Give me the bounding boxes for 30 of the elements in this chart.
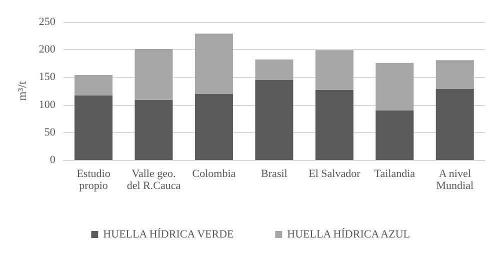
bar [376,62,414,110]
x-tick-label: Brasil [261,168,288,180]
bar [194,34,233,94]
bar [315,90,354,160]
legend-label: HUELLA HÍDRICA AZUL [287,228,410,240]
y-axis-title: m³/t [15,80,29,101]
bar [255,60,294,80]
bar [74,95,113,160]
x-tick-label: El Salvador [308,168,361,180]
y-tick-label: 200 [38,44,56,56]
y-tick-label: 100 [38,98,56,111]
x-tick-label: Tailandia [374,168,416,180]
x-tick-label: Valle geo. del R.Cauca [126,168,181,192]
bar [255,80,294,160]
x-tick-label: A nivel Mundial [436,168,474,192]
bar [436,88,474,160]
bar [376,110,414,160]
bar [315,50,354,90]
bar [436,60,474,89]
y-tick-label: 150 [38,71,56,84]
legend-label: HUELLA HÍDRICA VERDE [103,228,234,240]
y-tick-label: 0 [50,154,56,166]
y-tick-label: 50 [44,126,56,138]
bar [134,49,173,100]
x-tick-label: Estudio propio [76,168,111,192]
x-tick-label: Colombia [192,168,236,180]
bar [74,74,113,96]
y-tick-label: 250 [38,16,56,28]
bar [134,100,173,160]
bar [194,94,233,160]
